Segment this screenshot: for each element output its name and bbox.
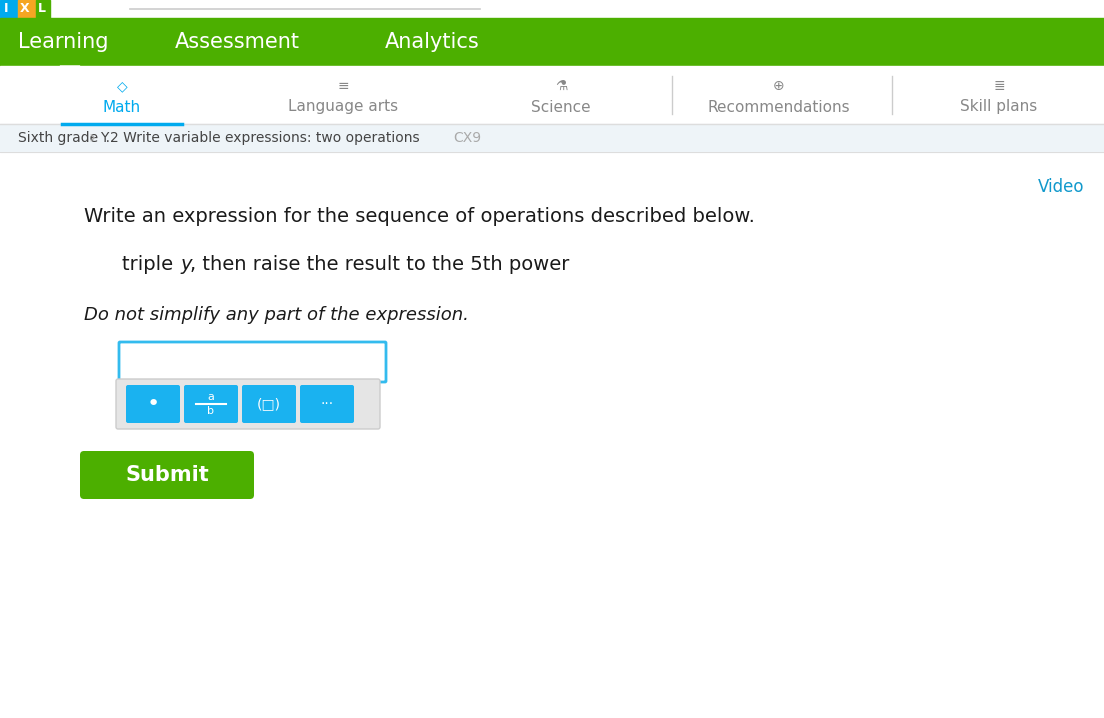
Text: L: L bbox=[38, 2, 46, 16]
Bar bbox=[18, 0, 36, 18]
FancyBboxPatch shape bbox=[79, 451, 254, 499]
Text: I: I bbox=[4, 2, 9, 16]
Text: Assessment: Assessment bbox=[176, 32, 300, 52]
Bar bbox=[0, 0, 1104, 18]
Text: (□): (□) bbox=[257, 397, 282, 411]
Text: ›: › bbox=[88, 129, 95, 147]
Text: Skill plans: Skill plans bbox=[960, 100, 1038, 114]
FancyBboxPatch shape bbox=[184, 385, 238, 423]
FancyBboxPatch shape bbox=[300, 385, 354, 423]
Text: Video: Video bbox=[1038, 178, 1084, 196]
Text: ≡: ≡ bbox=[337, 79, 349, 93]
Text: Do not simplify any part of the expression.: Do not simplify any part of the expressi… bbox=[84, 306, 469, 324]
Bar bbox=[36, 0, 50, 18]
Bar bbox=[0, 124, 1104, 152]
Text: ⊕: ⊕ bbox=[773, 79, 785, 93]
Text: , then raise the result to the 5th power: , then raise the result to the 5th power bbox=[190, 256, 570, 274]
Text: Math: Math bbox=[103, 100, 141, 114]
Text: Y.2 Write variable expressions: two operations: Y.2 Write variable expressions: two oper… bbox=[100, 131, 420, 145]
Bar bbox=[0, 18, 1104, 66]
Text: Learning: Learning bbox=[18, 32, 108, 52]
Text: ···: ··· bbox=[320, 397, 333, 411]
Text: Write an expression for the sequence of operations described below.: Write an expression for the sequence of … bbox=[84, 208, 755, 226]
Text: Recommendations: Recommendations bbox=[708, 100, 850, 114]
Text: a: a bbox=[208, 392, 214, 402]
Text: triple: triple bbox=[123, 256, 179, 274]
Bar bbox=[0, 0, 18, 18]
Text: ≣: ≣ bbox=[994, 79, 1005, 93]
Text: Science: Science bbox=[531, 100, 591, 114]
FancyBboxPatch shape bbox=[242, 385, 296, 423]
Bar bbox=[0, 66, 1104, 124]
Text: Language arts: Language arts bbox=[288, 100, 399, 114]
Text: Analytics: Analytics bbox=[385, 32, 480, 52]
Text: Submit: Submit bbox=[125, 465, 209, 485]
Text: X: X bbox=[20, 2, 30, 16]
Text: ◇: ◇ bbox=[117, 79, 127, 93]
Text: •: • bbox=[147, 394, 160, 414]
Text: ⚗: ⚗ bbox=[554, 79, 567, 93]
Text: Sixth grade: Sixth grade bbox=[18, 131, 98, 145]
Text: y: y bbox=[180, 256, 191, 274]
FancyBboxPatch shape bbox=[126, 385, 180, 423]
FancyBboxPatch shape bbox=[116, 379, 380, 429]
Bar bbox=[0, 152, 1104, 718]
Text: b: b bbox=[208, 406, 214, 416]
Polygon shape bbox=[60, 66, 79, 76]
Text: CX9: CX9 bbox=[453, 131, 481, 145]
FancyBboxPatch shape bbox=[119, 342, 386, 382]
